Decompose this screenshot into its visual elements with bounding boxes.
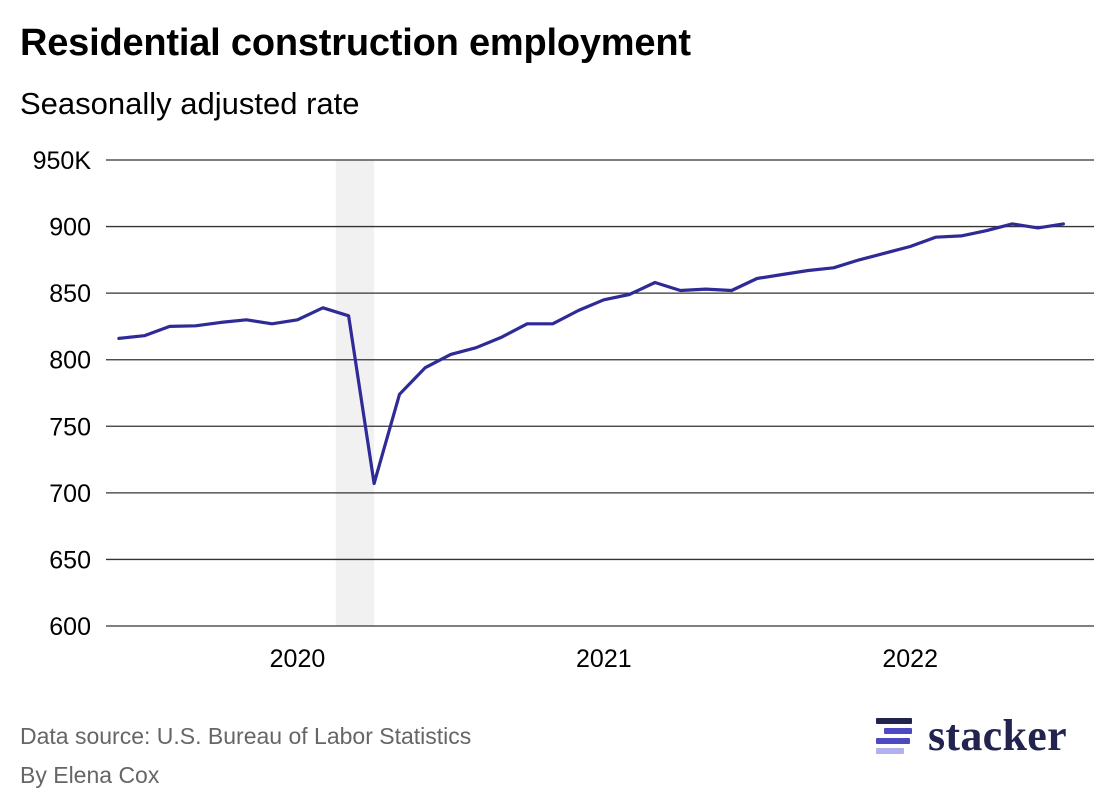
recession-shade xyxy=(335,160,375,626)
y-tick-label: 750 xyxy=(49,413,91,441)
logo-bar-icon xyxy=(876,748,904,754)
grid-layer xyxy=(106,159,1094,627)
byline: By Elena Cox xyxy=(20,762,160,788)
x-tick-label: 2021 xyxy=(576,645,632,673)
y-tick-label: 850 xyxy=(49,280,91,308)
logo-wordmark: stacker xyxy=(928,711,1067,760)
x-axis: 2020 2021 2022 xyxy=(270,645,938,673)
y-tick-label: 900 xyxy=(49,214,91,242)
x-tick-label: 2022 xyxy=(882,645,938,673)
y-tick-label: 650 xyxy=(49,546,91,574)
data-source: Data source: U.S. Bureau of Labor Statis… xyxy=(20,723,472,749)
series-layer xyxy=(117,222,1066,486)
y-tick-label: 700 xyxy=(49,480,91,508)
shade-layer xyxy=(335,160,375,626)
y-tick-label: 950K xyxy=(33,147,92,175)
stacker-logo: stacker xyxy=(874,711,1104,760)
y-axis: 600 650 700 750 800 850 900 950K xyxy=(33,147,92,641)
y-tick-label: 600 xyxy=(49,613,91,641)
y-tick-label: 800 xyxy=(49,347,91,375)
logo-bar-icon xyxy=(884,728,912,734)
chart-title: Residential construction employment xyxy=(20,22,691,64)
logo-bar-icon xyxy=(876,718,912,724)
series-line xyxy=(117,222,1066,486)
chart-subtitle: Seasonally adjusted rate xyxy=(20,86,360,121)
logo-bar-icon xyxy=(876,738,910,744)
x-tick-label: 2020 xyxy=(270,645,326,673)
